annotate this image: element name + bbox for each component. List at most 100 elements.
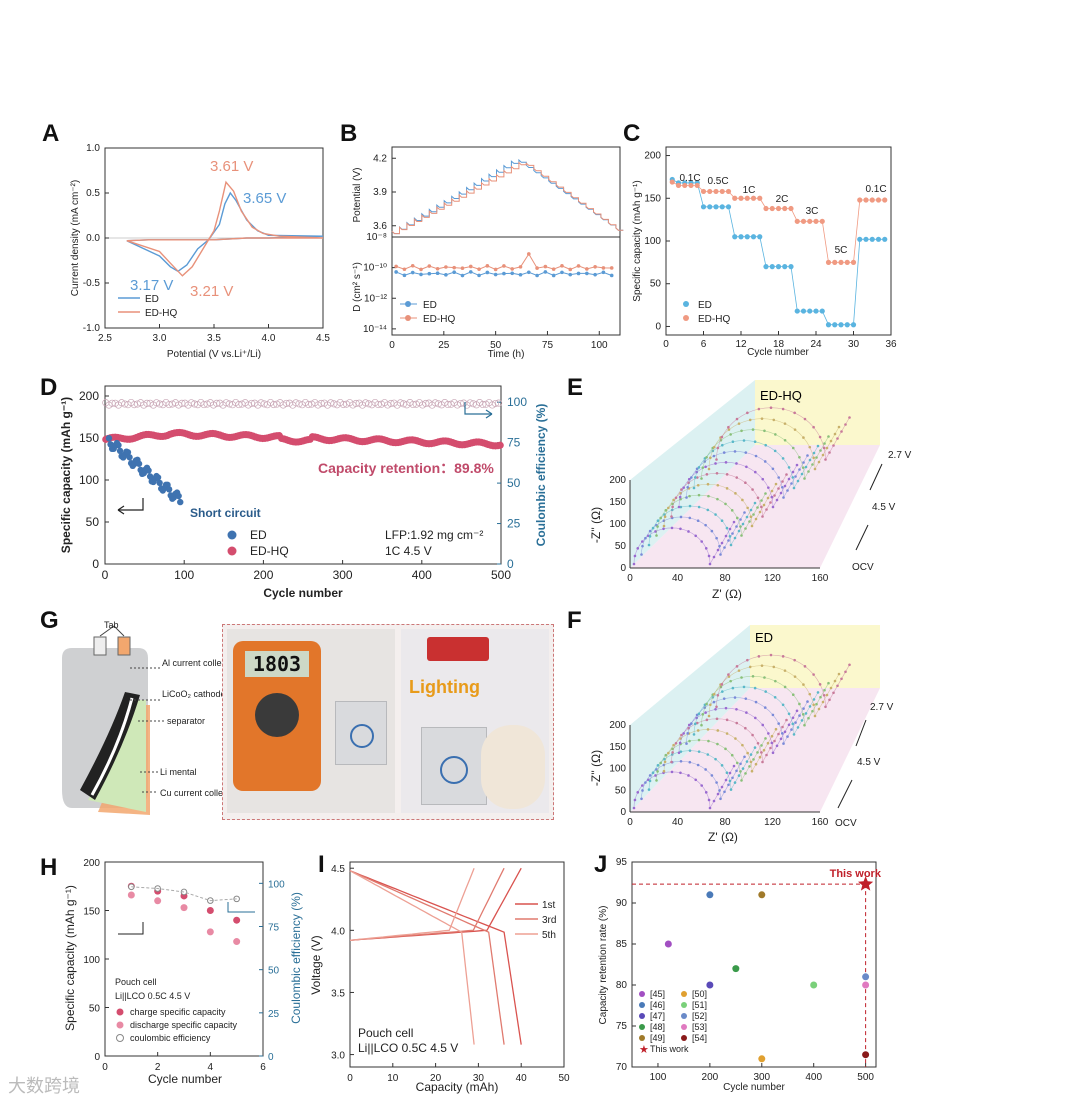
- panel-d-frame: [104, 385, 502, 565]
- panel-c-xtick-label: 24: [810, 339, 822, 350]
- panel-letter-c: C: [623, 120, 640, 147]
- panel-g-label-li: Li mental: [160, 767, 197, 777]
- panel-f-eis-curve: [671, 718, 787, 764]
- panel-d-ce-point: [222, 399, 230, 407]
- panel-f-xtick-label: 80: [719, 817, 731, 828]
- panel-c-ytick-label: 200: [644, 151, 661, 162]
- panel-h-discharge-point: [233, 938, 241, 946]
- panel-h-left-arrow: [118, 922, 144, 935]
- panel-b-diffusion-ed-point: [402, 273, 407, 278]
- panel-letter-d: D: [40, 374, 57, 401]
- panel-j-legend-label: [52]: [692, 1011, 707, 1021]
- panel-f-xtick-label: 0: [627, 817, 633, 828]
- panel-d-short-circuit-text: Short circuit: [190, 506, 261, 520]
- panel-f-eis-curve: [656, 738, 766, 782]
- panel-h-ytick-label: 0: [94, 1052, 100, 1063]
- panel-a-series-ed-line: [126, 191, 323, 273]
- panel-h-xtick-label: 0: [102, 1062, 108, 1073]
- panel-c-xtick-label: 30: [848, 339, 860, 350]
- panel-j-ref-point: [664, 940, 672, 948]
- panel-j-legend-marker: [681, 1035, 687, 1041]
- panel-letter-i: I: [318, 851, 325, 878]
- panel-c-xtick-label: 6: [701, 339, 707, 350]
- panel-d-ytick-right-label: 0: [507, 557, 514, 571]
- panel-i-1st-discharge-curve: [349, 870, 522, 1045]
- panel-c-legend-edhq: ED-HQ: [698, 314, 730, 325]
- panel-b-diffusion-ed-point: [551, 273, 556, 278]
- panel-b: 0 25 50 75 100 4.2 3.9 3.610⁻⁸ 10⁻¹⁰ 10⁻¹² 10⁻¹⁴ T…: [352, 146, 624, 360]
- panel-f-eis-curve: [663, 729, 777, 773]
- watermark: 大数跨境: [8, 1076, 80, 1097]
- panel-b-diffusion-ed-point: [609, 273, 614, 278]
- panel-a-legend-ed: ED: [145, 294, 159, 305]
- panel-b-diffusion-edhq-point: [493, 267, 498, 272]
- panel-d-ce-point: [235, 401, 243, 409]
- panel-d-ce-point: [374, 400, 382, 409]
- panel-d-ylabel: Specific capacity (mAh g⁻¹): [59, 397, 73, 553]
- panel-c-legend-ed-marker: [683, 301, 689, 307]
- panel-j-ref-point: [862, 1051, 870, 1059]
- panel-i-frame: [349, 861, 565, 1068]
- panel-h-discharge-point: [206, 928, 214, 936]
- panel-letter-a: A: [42, 120, 59, 147]
- panel-b-diffusion-ed-point: [485, 270, 490, 275]
- panel-e-ytick-label: 50: [615, 541, 627, 552]
- panel-d-ce-point: [152, 399, 161, 407]
- panel-h-legend-charge-marker: [116, 1008, 124, 1016]
- panel-d-ce-point: [384, 401, 392, 409]
- panel-j-legend-star: ★: [639, 1043, 649, 1056]
- panel-j-xtick-label: 100: [650, 1072, 667, 1083]
- panel-b-diffusion-edhq-point: [402, 267, 407, 272]
- panel-h-discharge-point: [180, 904, 188, 912]
- panel-b-diffusion-edhq-point: [535, 266, 539, 270]
- panel-j-ref-point: [706, 981, 714, 989]
- panel-e-title: ED-HQ: [760, 388, 802, 403]
- panel-b-diffusion-edhq-point: [444, 265, 448, 269]
- panel-b-frame: [391, 146, 621, 336]
- panel-b-xtick-label: 0: [389, 340, 395, 351]
- panel-d-ce-point: [339, 400, 347, 409]
- panel-a-ytick-label: -1.0: [83, 323, 101, 334]
- panel-c-xtick-label: 18: [773, 339, 785, 350]
- panel-e-eis-curve: [708, 418, 840, 471]
- panel-b-diffusion-edhq-point: [568, 267, 573, 272]
- panel-h-ytick-right-label: 50: [268, 966, 280, 977]
- panel-a-peak-edhq-label: 3.61 V: [210, 158, 253, 175]
- panel-h-ytick-label: 150: [83, 907, 100, 918]
- panel-d-ce-point: [396, 399, 404, 407]
- panel-i-ylabel: Voltage (V): [309, 935, 323, 994]
- panel-d-ed-point: [175, 492, 182, 500]
- panel-a-peak-ed-label: 3.65 V: [243, 190, 286, 207]
- panel-d-xtick-label: 200: [253, 568, 273, 582]
- panel-h-ylabel: Specific capacity (mAh g⁻¹): [63, 885, 77, 1031]
- panel-f-depth-label-1: 2.7 V: [870, 702, 894, 713]
- panel-j-legend-label: [45]: [650, 989, 665, 999]
- panel-c-rate-label: 0.5C: [707, 176, 728, 187]
- panel-d-ed-point: [116, 447, 124, 455]
- panel-e-ytick-label: 200: [609, 475, 626, 486]
- panel-a-xtick-label: 4.0: [262, 333, 276, 344]
- panel-j-legend-label: [50]: [692, 989, 707, 999]
- panel-g-label-tab: Tab: [104, 620, 119, 630]
- panel-d-xlabel: Cycle number: [263, 586, 343, 600]
- panel-d-ytick-right-label: 50: [507, 476, 521, 490]
- panel-e-eis-curve: [641, 512, 745, 556]
- panel-d-ed-point: [115, 441, 122, 449]
- panel-b-diffusion-ed-point: [493, 272, 498, 277]
- panel-e-eis-curve: [648, 502, 756, 547]
- panel-h-xtick-label: 4: [208, 1062, 214, 1073]
- panel-b-xtick-label: 75: [542, 340, 554, 351]
- panel-i-note-line2: Li||LCO 0.5C 4.5 V: [358, 1041, 458, 1055]
- panel-d-ce-point: [479, 400, 487, 409]
- panel-d-ce-point: [143, 399, 151, 407]
- panel-a-ytick-label: 0.0: [86, 233, 100, 244]
- panel-e-back-wall: [630, 380, 755, 568]
- panel-b-bottom-ytick-label: 10⁻¹⁰: [363, 263, 387, 274]
- panel-c-rate-label: 2C: [776, 194, 789, 205]
- panel-c-rate-label: 3C: [806, 206, 819, 217]
- panel-b-xtick-label: 25: [438, 340, 450, 351]
- panel-d-ed-point: [146, 473, 154, 480]
- panel-a-xtick-label: 2.5: [98, 333, 112, 344]
- panel-c-legend-ed: ED: [698, 300, 712, 311]
- panel-j-ytick-label: 70: [616, 1062, 628, 1073]
